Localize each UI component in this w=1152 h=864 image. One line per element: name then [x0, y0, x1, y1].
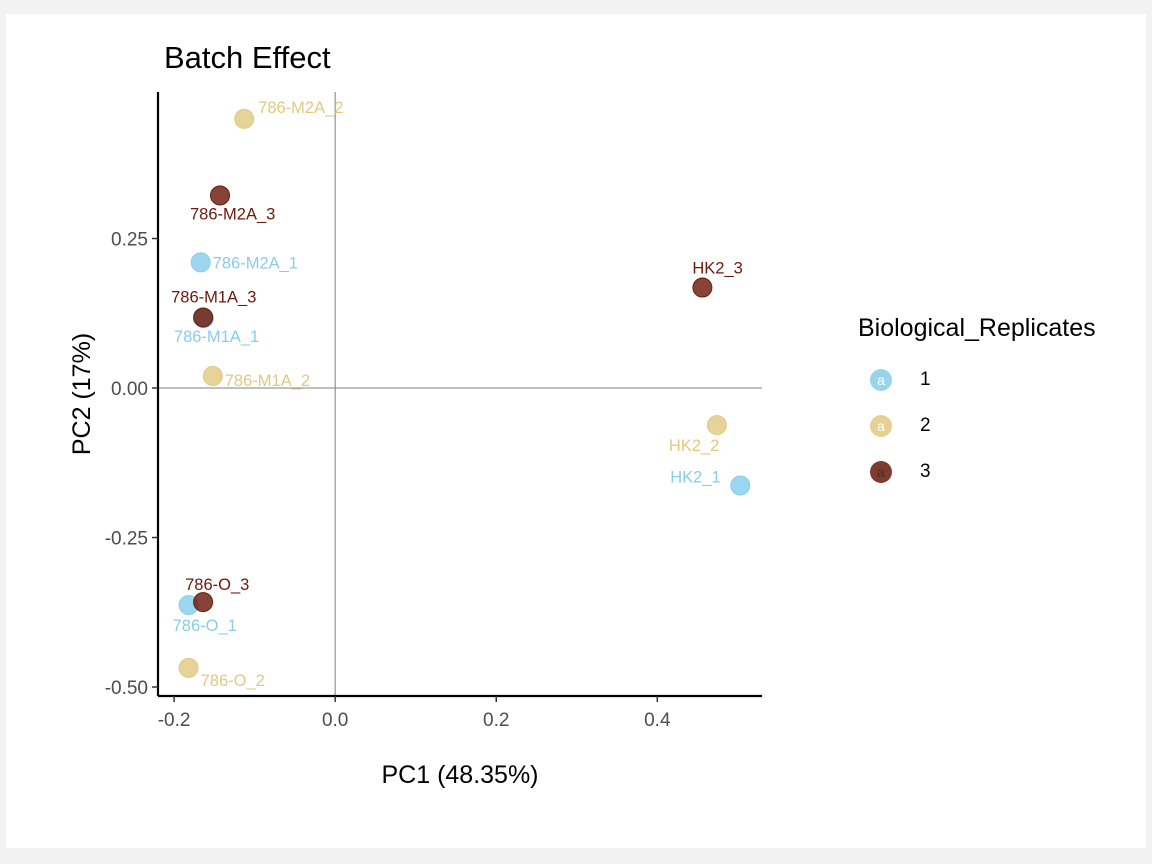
x-tick-label: 0.4: [644, 710, 671, 731]
y-axis-title: PC2 (17%): [68, 333, 96, 455]
legend-key-glyph: a: [877, 464, 885, 480]
data-point: [193, 592, 214, 613]
y-tick-label: 0.00: [111, 379, 148, 400]
legend-title: Biological_Replicates: [858, 314, 1096, 342]
x-tick-label: 0.0: [322, 710, 348, 731]
point-label: 786-O_2: [201, 672, 265, 690]
legend-label: 3: [920, 461, 931, 482]
point-label: 786-M2A_2: [258, 99, 343, 117]
point-label: HK2_2: [669, 437, 719, 455]
chart-title: Batch Effect: [164, 40, 331, 75]
point-label: 786-O_3: [185, 576, 249, 594]
legend-label: 1: [920, 369, 931, 390]
data-point: [210, 185, 231, 206]
data-point: [730, 475, 751, 496]
y-tick-label: 0.25: [111, 230, 148, 251]
point-label: 786-M2A_1: [213, 254, 298, 272]
point-label: HK2_3: [692, 260, 742, 278]
legend-key-icon: a: [870, 369, 892, 391]
plot-canvas: Batch Effect -0.2 0.0 0.2 0.4 0.25 0.00 -0.25-…: [6, 14, 1146, 848]
legend-key-glyph: a: [877, 372, 885, 388]
legend-label: 2: [920, 415, 931, 436]
data-point: [178, 657, 199, 678]
point-label: 786-M1A_1: [174, 328, 259, 346]
point-label: 786-M1A_3: [171, 288, 256, 306]
data-point: [202, 366, 223, 387]
data-point: [692, 277, 713, 298]
legend-key-icon: a: [870, 415, 892, 437]
x-axis-title: PC1 (48.35%): [381, 761, 538, 789]
legend-key-glyph: a: [877, 418, 885, 434]
point-label: HK2_1: [670, 468, 720, 486]
data-point: [706, 415, 727, 436]
y-tick-label: -0.25: [105, 529, 148, 550]
data-point: [234, 108, 255, 129]
scatter-plot: -0.2 0.0 0.2 0.4 0.25 0.00 -0.25 -0.50 PC1 (48.3…: [68, 92, 762, 789]
point-label: 786-M1A_2: [225, 372, 310, 390]
legend-key-icon: a: [870, 461, 892, 483]
y-tick-label: -0.50: [105, 678, 148, 699]
data-point: [190, 252, 211, 273]
point-label: 786-M2A_3: [190, 205, 275, 223]
point-label: 786-O_1: [173, 617, 237, 635]
x-tick-label: 0.2: [483, 710, 509, 731]
x-tick-label: -0.2: [158, 710, 191, 731]
data-point: [193, 307, 214, 328]
